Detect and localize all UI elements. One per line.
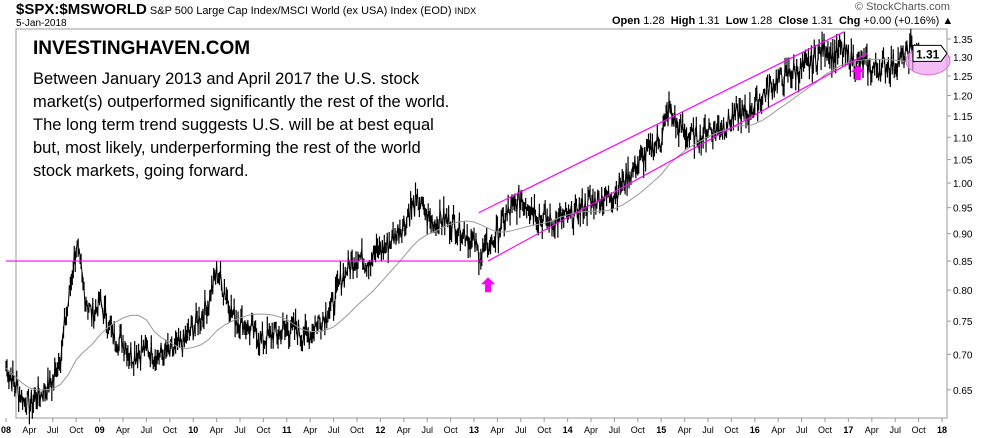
x-tick-label: Oct	[537, 425, 552, 435]
x-tick-label: Jul	[609, 425, 621, 435]
ohlc-readout: Open 1.28 High 1.31 Low 1.28 Close 1.31 …	[612, 15, 953, 28]
close-label: Close	[778, 15, 809, 27]
high-value: 1.31	[698, 15, 720, 27]
x-tick-label: Oct	[350, 425, 365, 435]
x-tick-label: Apr	[116, 425, 130, 435]
y-tick-label: 0.65	[953, 386, 973, 397]
x-tick-label: Oct	[818, 425, 833, 435]
x-tick-label: 13	[469, 425, 479, 435]
high-label: High	[670, 15, 696, 27]
low-value: 1.28	[750, 15, 773, 27]
x-tick-label: Jul	[796, 425, 808, 435]
moving-average-line	[5, 58, 919, 391]
symbol: $SPX:$MSWORLD	[16, 1, 147, 18]
y-tick-label: 1.30	[953, 53, 973, 64]
x-tick-label: Apr	[490, 425, 504, 435]
up-arrow-icon	[481, 277, 496, 293]
x-tick-label: 11	[282, 425, 292, 435]
y-tick-label: 0.75	[953, 317, 973, 328]
description: S&P 500 Large Cap Index/MSCI World (ex U…	[149, 5, 452, 17]
x-tick-label: 14	[563, 425, 573, 435]
x-tick-label: 10	[188, 425, 198, 435]
chg-label: Chg	[838, 15, 861, 27]
x-tick-label: Apr	[210, 425, 224, 435]
x-tick-label: Apr	[22, 425, 36, 435]
last-value-label: 1.31	[916, 47, 940, 61]
y-tick-label: 1.05	[953, 156, 973, 167]
y-tick-label: 0.90	[953, 230, 973, 241]
x-tick-label: Oct	[631, 425, 646, 435]
trendline	[487, 52, 868, 262]
brand-text: INVESTINGHAVEN.COM	[33, 38, 251, 59]
x-tick-label: Jul	[141, 425, 153, 435]
y-tick-label: 1.00	[953, 179, 973, 190]
price-line	[5, 37, 920, 415]
chg-value: +0.00 (+0.16%)	[863, 15, 940, 27]
x-tick-label: Oct	[444, 425, 459, 435]
x-tick-label: Apr	[303, 425, 317, 435]
x-tick-label: Oct	[912, 425, 927, 435]
chart-header: $SPX:$MSWORLD S&P 500 Large Cap Index/MS…	[16, 1, 476, 20]
y-tick-label: 1.15	[953, 112, 973, 123]
x-tick-label: Apr	[771, 425, 785, 435]
low-label: Low	[725, 15, 748, 27]
trendline	[478, 31, 844, 214]
x-tick-label: Oct	[69, 425, 84, 435]
x-tick-label: 16	[750, 425, 760, 435]
chart-date: 5-Jan-2018	[16, 18, 67, 29]
x-tick-label: Oct	[256, 425, 271, 435]
x-tick-label: 08	[1, 425, 11, 435]
x-tick-label: Apr	[865, 425, 879, 435]
x-tick-label: 15	[656, 425, 666, 435]
x-tick-label: Oct	[163, 425, 178, 435]
x-tick-label: Jul	[421, 425, 433, 435]
x-tick-label: Jul	[889, 425, 901, 435]
y-tick-label: 0.95	[953, 204, 973, 215]
y-tick-label: 0.80	[953, 286, 973, 297]
close-value: 1.31	[811, 15, 833, 27]
x-tick-label: 17	[843, 425, 853, 435]
x-tick-label: Jul	[47, 425, 59, 435]
x-tick-label: 18	[937, 425, 947, 435]
x-tick-label: Apr	[678, 425, 692, 435]
y-tick-label: 1.25	[953, 72, 973, 83]
exchange: INDX	[454, 6, 477, 16]
open-value: 1.28	[643, 15, 665, 27]
last-value-box	[912, 44, 948, 62]
x-tick-label: Apr	[584, 425, 598, 435]
x-tick-label: Jul	[702, 425, 714, 435]
plot-area	[15, 28, 948, 419]
x-tick-label: Jul	[234, 425, 246, 435]
x-tick-label: Jul	[328, 425, 340, 435]
y-tick-label: 1.20	[953, 92, 973, 103]
y-tick-label: 1.10	[953, 133, 973, 144]
y-tick-label: 0.70	[953, 350, 973, 361]
y-tick-label: 0.85	[953, 257, 973, 268]
open-label: Open	[612, 15, 641, 27]
annotation-text: Between January 2013 and April 2017 the …	[33, 70, 450, 180]
x-tick-label: Jul	[515, 425, 527, 435]
x-tick-label: 09	[95, 425, 105, 435]
x-tick-label: Apr	[397, 425, 411, 435]
y-tick-label: 1.35	[953, 35, 973, 46]
copyright[interactable]: © StockCharts.com	[855, 1, 950, 13]
up-triangle-icon: ▲	[942, 15, 954, 27]
x-tick-label: Oct	[724, 425, 739, 435]
x-tick-label: 12	[375, 425, 385, 435]
up-arrow-icon	[850, 65, 865, 81]
